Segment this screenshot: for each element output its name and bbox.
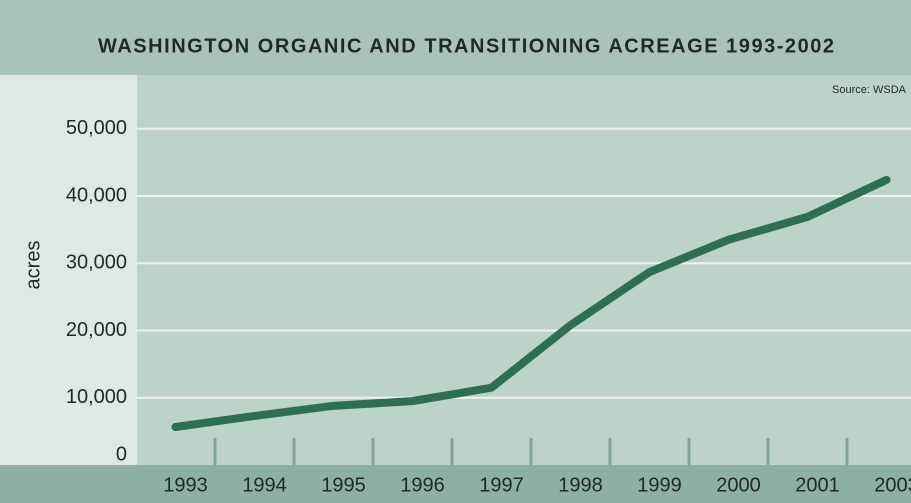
x-tick-label: 1997: [479, 474, 524, 496]
category-band: [0, 465, 911, 503]
title-band: [0, 0, 911, 75]
x-tick-label: 1995: [321, 474, 366, 496]
x-tick-label: 1994: [242, 474, 287, 496]
y-tick-label: 0: [116, 443, 127, 465]
y-axis-label: acres: [22, 241, 44, 290]
x-tick-label: 1999: [637, 474, 682, 496]
y-tick-label: 40,000: [66, 184, 127, 206]
x-tick-label: 1996: [400, 474, 445, 496]
x-tick-label: 2003: [874, 474, 911, 496]
x-tick-label: 2001: [795, 474, 840, 496]
data-line: [171, 175, 891, 432]
x-tick-label: 2000: [716, 474, 761, 496]
y-tick-label: 20,000: [66, 319, 127, 341]
x-tick-label: 1998: [558, 474, 603, 496]
y-tick-label: 50,000: [66, 117, 127, 139]
chart-title: WASHINGTON ORGANIC AND TRANSITIONING ACR…: [98, 35, 834, 57]
source: Source: WSDA: [832, 84, 907, 96]
x-tick-label: 1993: [163, 474, 208, 496]
axis-panel: [0, 75, 137, 465]
y-tick-label: 30,000: [66, 252, 127, 274]
y-tick-label: 10,000: [66, 386, 127, 408]
